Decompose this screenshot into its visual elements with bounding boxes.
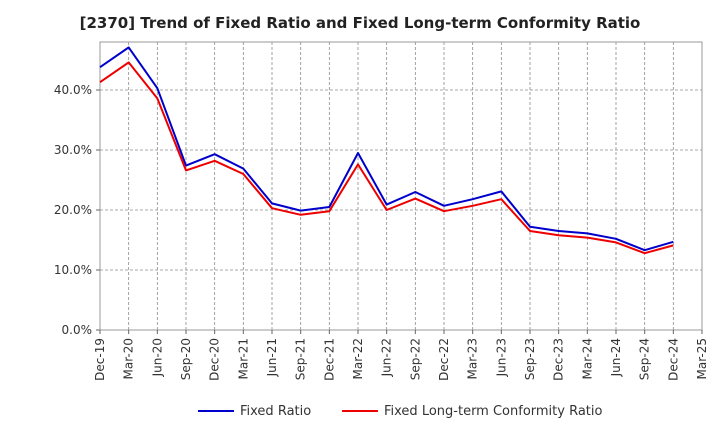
series-line (99, 46, 674, 252)
x-tick-label: Jun-23 (494, 338, 508, 377)
x-tick-label: Dec-21 (322, 338, 336, 381)
series-line (99, 61, 674, 255)
y-tick-label: 40.0% (54, 83, 92, 97)
grid-layer (99, 42, 703, 331)
x-tick-label: Mar-25 (695, 338, 709, 379)
x-tick-label: Sep-24 (638, 338, 652, 380)
plot-frame (99, 41, 703, 331)
x-tick-label: Dec-23 (552, 338, 566, 381)
x-tick-label: Sep-21 (294, 338, 308, 380)
x-tick-label: Mar-21 (236, 338, 250, 379)
legend-label: Fixed Long-term Conformity Ratio (384, 404, 603, 419)
x-tick-label: Jun-24 (609, 338, 623, 377)
series-layer (99, 46, 674, 255)
y-tick-label: 20.0% (54, 203, 92, 217)
x-tick-label: Sep-22 (408, 338, 422, 380)
x-tick-label: Jun-21 (265, 338, 279, 377)
x-tick-label: Mar-20 (122, 338, 136, 379)
y-tick-label: 10.0% (54, 263, 92, 277)
y-tick-label: 30.0% (54, 143, 92, 157)
chart-title: [2370] Trend of Fixed Ratio and Fixed Lo… (79, 14, 641, 32)
y-tick-label: 0.0% (62, 323, 93, 337)
x-tick-label: Mar-24 (580, 338, 594, 379)
x-tick-label: Dec-19 (93, 338, 107, 381)
x-tick-label: Sep-23 (523, 338, 537, 380)
x-tick-label: Mar-23 (466, 338, 480, 379)
x-tick-label: Jun-20 (150, 338, 164, 377)
axis-layer: 0.0% 10.0% 20.0% 30.0% 40.0% Dec-19 Mar-20 Jun-… (54, 41, 709, 381)
x-tick-label: Dec-20 (208, 338, 222, 381)
legend: Fixed Ratio Fixed Long-term Conformity Ra… (198, 404, 603, 419)
x-tick-label: Mar-22 (351, 338, 365, 379)
x-tick-label: Dec-24 (666, 338, 680, 381)
legend-label: Fixed Ratio (240, 404, 311, 419)
x-tick-label: Sep-20 (179, 338, 193, 380)
x-tick-label: Jun-22 (380, 338, 394, 377)
x-tick-label: Dec-22 (437, 338, 451, 381)
